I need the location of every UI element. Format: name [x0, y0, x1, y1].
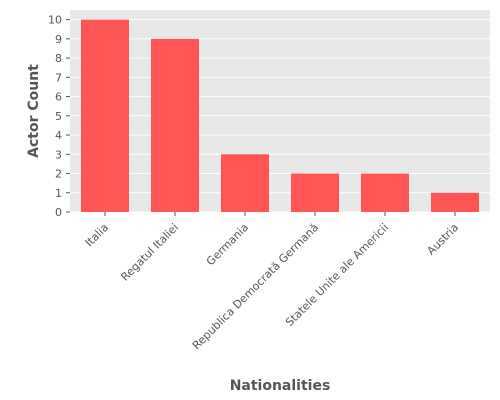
bar: [431, 192, 479, 212]
bar: [221, 154, 269, 212]
y-tick-label: 7: [55, 71, 62, 84]
y-tick-label: 5: [55, 110, 62, 123]
x-tick-label: Regatul Italiei: [118, 221, 181, 284]
x-tick-label: Germania: [204, 221, 251, 268]
x-axis-title: Nationalities: [230, 378, 331, 394]
y-tick-label: 4: [55, 129, 62, 142]
bars: [81, 19, 479, 212]
y-axis-title: Actor Count: [26, 64, 42, 158]
y-tick-label: 6: [55, 91, 62, 104]
bar: [151, 38, 199, 212]
plot-background: [70, 10, 490, 212]
grid-lines: [70, 19, 490, 213]
y-tick-label: 8: [55, 52, 62, 65]
y-tick-label: 9: [55, 33, 62, 46]
x-tick-label: Republica Democrată Germană: [190, 221, 321, 352]
y-tick-label: 0: [55, 206, 62, 219]
bar: [291, 173, 339, 212]
x-tick-label: Austria: [424, 221, 461, 258]
y-tick-label: 2: [55, 168, 62, 181]
x-tick-label: Italia: [83, 221, 111, 249]
y-tick-label: 3: [55, 148, 62, 161]
y-tick-label: 10: [48, 14, 62, 27]
y-tick-label: 1: [55, 187, 62, 200]
bar: [361, 173, 409, 212]
bar: [81, 19, 129, 212]
y-axis-ticks: 0 1 2 3 4 5 6 7 8 9 10: [48, 14, 70, 219]
